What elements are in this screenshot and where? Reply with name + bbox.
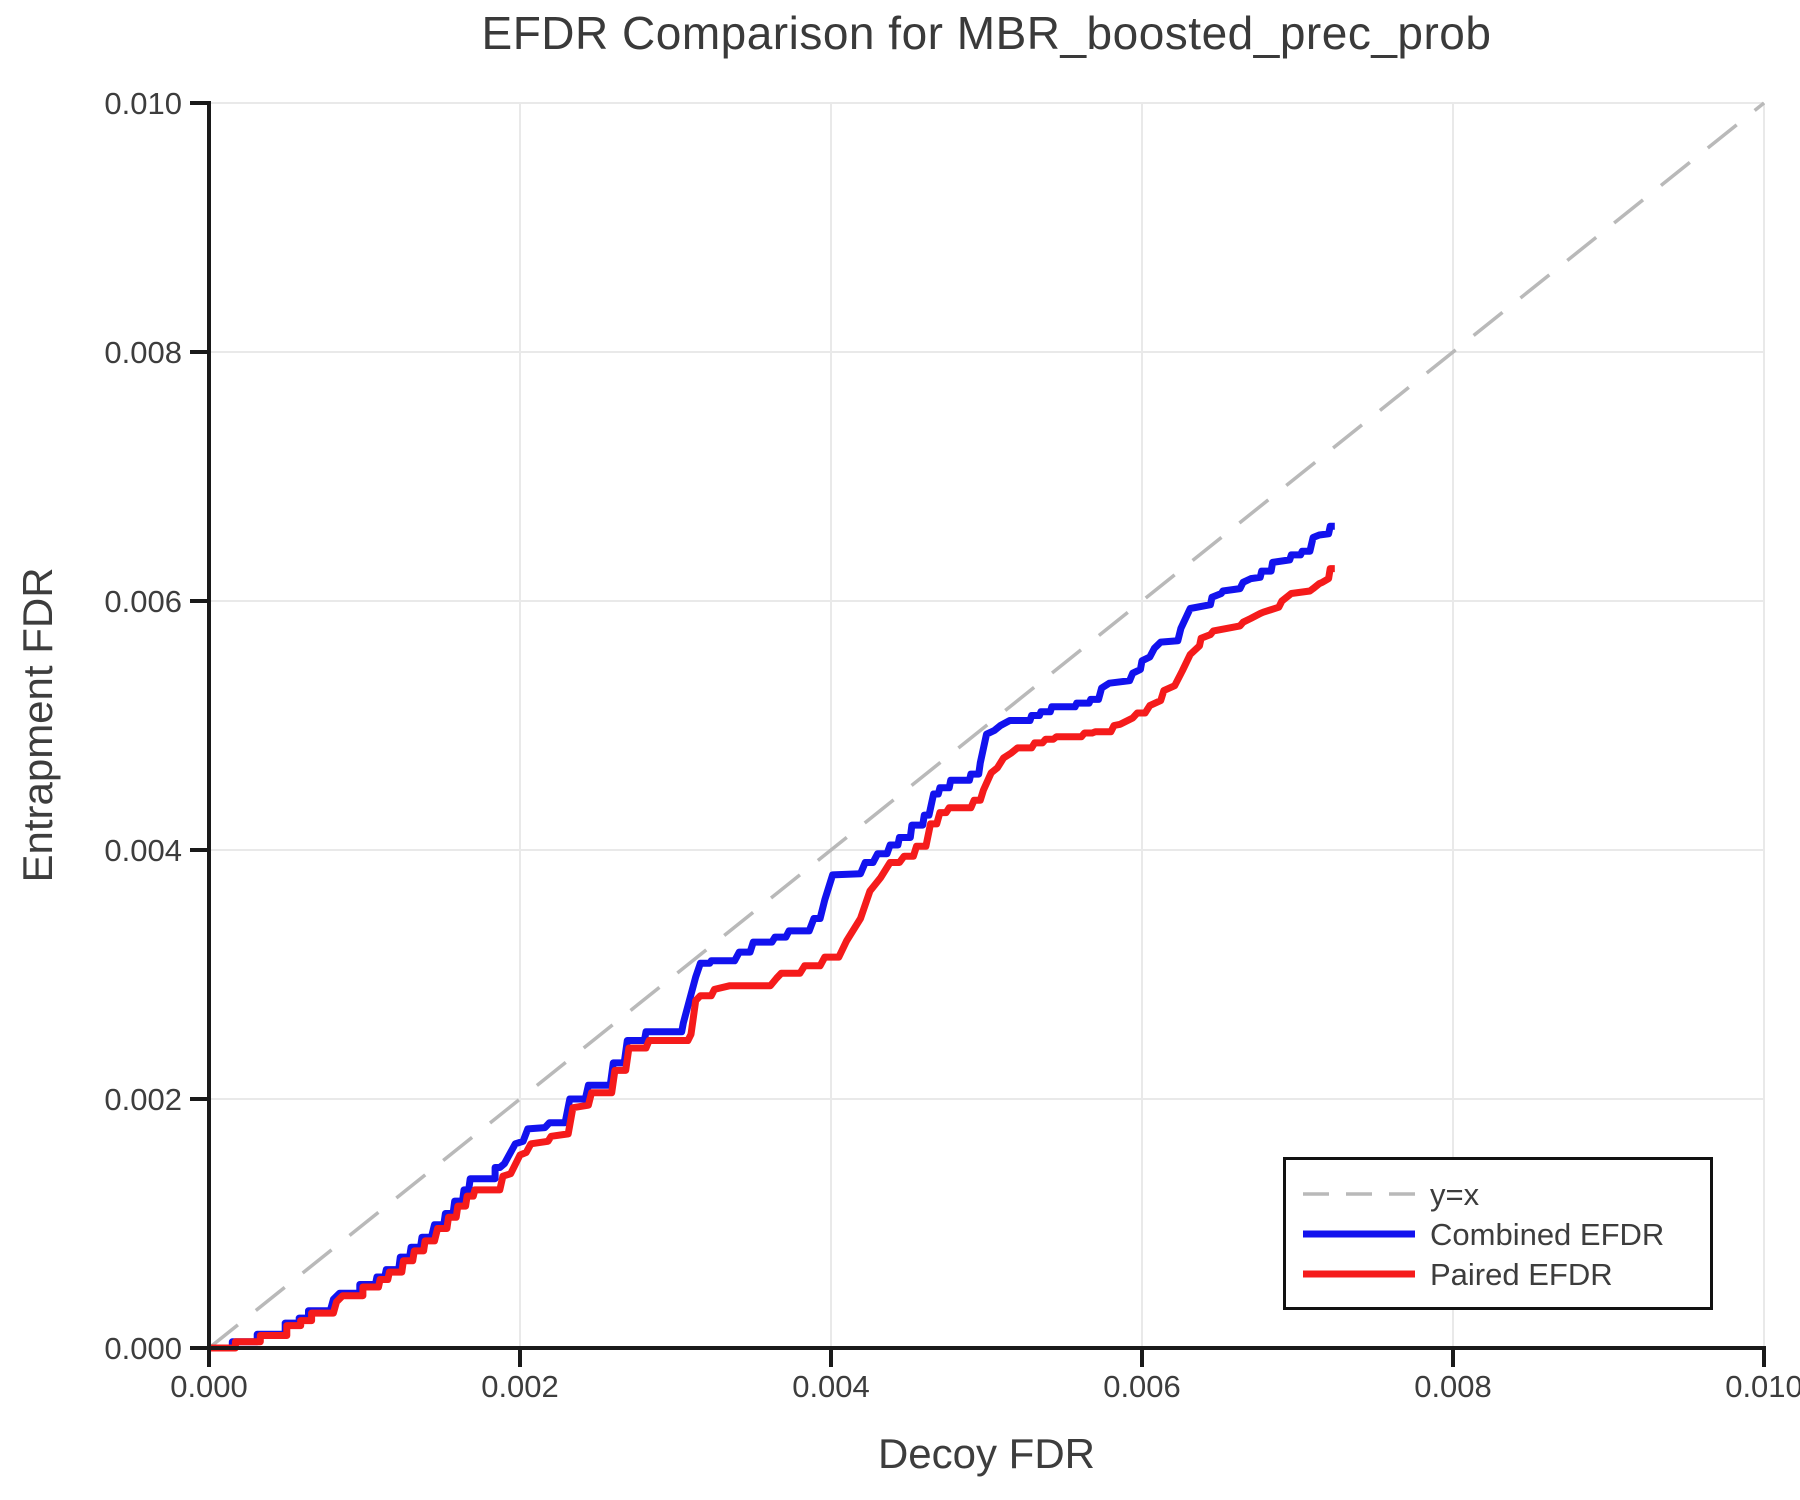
red-line-swatch [1303, 1270, 1415, 1278]
y-tick-label: 0.000 [104, 1331, 182, 1366]
chart-title: EFDR Comparison for MBR_boosted_prec_pro… [481, 7, 1492, 59]
legend-item-identity: y=x [1303, 1174, 1710, 1214]
legend-label-paired: Paired EFDR [1430, 1256, 1613, 1292]
blue-line-swatch [1303, 1230, 1415, 1238]
identity-line [207, 101, 1766, 1350]
legend-label-identity: y=x [1430, 1176, 1480, 1212]
x-tick-label: 0.004 [792, 1369, 870, 1404]
x-tick-label: 0.006 [1103, 1369, 1181, 1404]
paired-efdr-line [209, 565, 1335, 1352]
x-tick-label: 0.008 [1414, 1369, 1492, 1404]
y-tick-label: 0.004 [104, 833, 182, 868]
combined-efdr-line [209, 522, 1335, 1352]
legend-item-combined: Combined EFDR [1303, 1214, 1710, 1254]
y-axis-label: Entrapment FDR [14, 567, 61, 883]
legend-item-paired: Paired EFDR [1303, 1254, 1710, 1294]
y-tick-label: 0.010 [104, 86, 182, 121]
x-tick-label: 0.010 [1725, 1369, 1800, 1404]
dashed-line-swatch [1303, 1192, 1415, 1196]
legend: y=x Combined EFDR Paired EFDR [1283, 1157, 1713, 1310]
legend-label-combined: Combined EFDR [1430, 1216, 1665, 1252]
x-axis-label: Decoy FDR [877, 1430, 1096, 1477]
y-tick-label: 0.008 [104, 335, 182, 370]
y-tick-label: 0.006 [104, 584, 182, 619]
x-tick-label: 0.000 [170, 1369, 248, 1404]
y-tick-label: 0.002 [104, 1082, 182, 1117]
x-tick-label: 0.002 [481, 1369, 559, 1404]
